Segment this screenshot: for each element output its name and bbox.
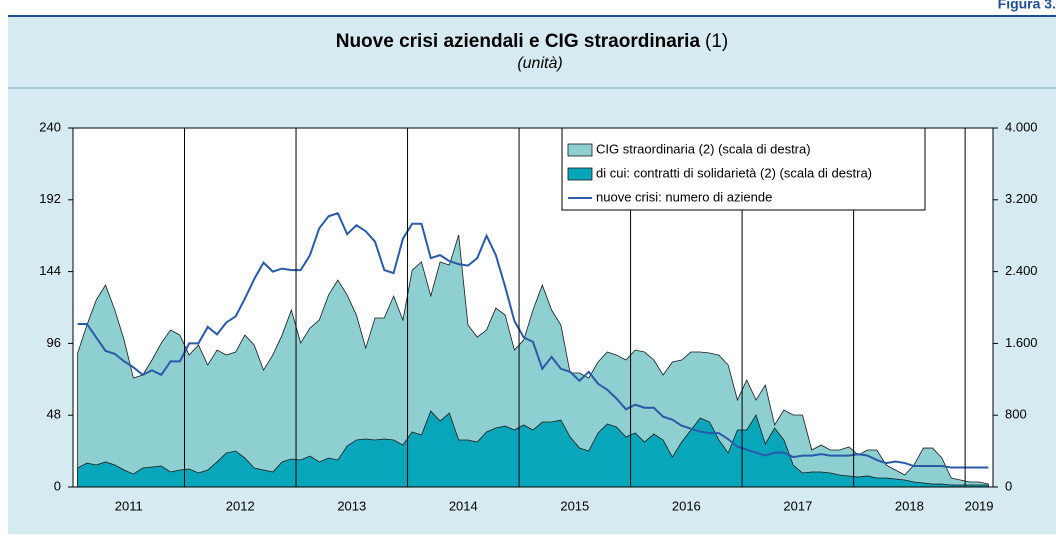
legend-box: [561, 127, 926, 211]
chart-title: Nuove crisi aziendali e CIG straordinari…: [336, 31, 729, 52]
legend-label: di cui: contratti di solidarietà (2) (sc…: [596, 165, 872, 180]
x-tick-label: 2012: [226, 498, 255, 513]
y2-tick-label: 1.600: [1005, 335, 1038, 350]
x-tick-label: 2013: [337, 498, 366, 513]
x-tick-label: 2018: [895, 498, 924, 513]
legend-label: CIG straordinaria (2) (scala di destra): [596, 141, 811, 156]
line: [77, 212, 989, 469]
x-tick-label: 2015: [560, 498, 589, 513]
y-tick-label: 96: [47, 335, 61, 350]
y-tick-label: 240: [39, 119, 61, 134]
title-main: Nuove crisi aziendali e CIG straordinari…: [336, 31, 701, 52]
y2-tick-label: 4.000: [1005, 119, 1038, 134]
legend-swatch: [567, 167, 593, 181]
title-note: (1): [705, 31, 728, 52]
figure-label: Figura 3.: [998, 0, 1056, 12]
legend-swatch: [567, 143, 593, 157]
plot-frame: [72, 127, 994, 488]
plot-area: [77, 212, 989, 488]
y-tick-label: 48: [47, 407, 61, 422]
x-tick-label: 2011: [115, 498, 143, 513]
area: [77, 410, 989, 488]
y-tick-label: 144: [39, 263, 61, 278]
x-tick-label: 2014: [449, 498, 478, 513]
x-tick-label: 2019: [965, 498, 994, 513]
y2-tick-label: 2.400: [1005, 263, 1038, 278]
y2-tick-label: 3.200: [1005, 191, 1038, 206]
y2-tick-label: 0: [1005, 478, 1012, 493]
area: [77, 234, 989, 488]
y2-tick-label: 800: [1005, 407, 1027, 422]
y-tick-label: 0: [54, 478, 61, 493]
chart-subtitle: (unità): [517, 55, 562, 72]
x-tick-label: 2017: [783, 498, 812, 513]
legend-label: nuove crisi: numero di aziende: [596, 189, 772, 204]
y-tick-label: 192: [39, 191, 61, 206]
x-tick-label: 2016: [672, 498, 701, 513]
